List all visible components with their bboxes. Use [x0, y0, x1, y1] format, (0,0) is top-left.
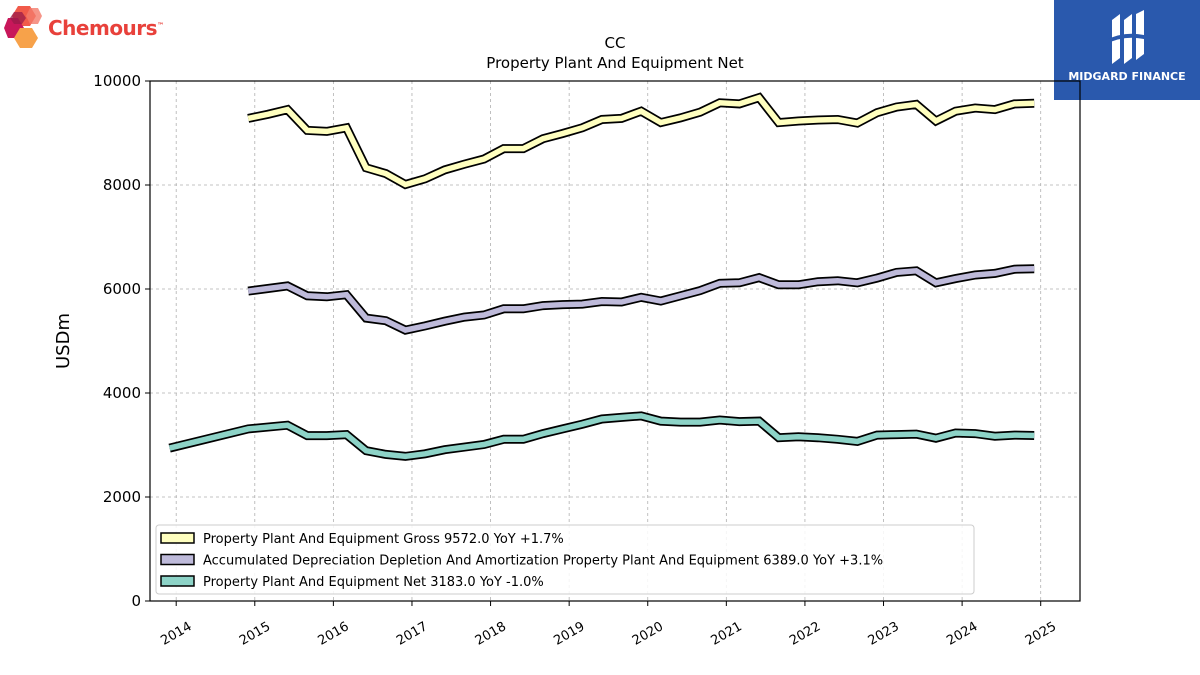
x-tick-label: 2023: [866, 619, 902, 649]
series-line-1: [247, 266, 1035, 333]
grid-lines: [150, 80, 1080, 602]
x-tick-label: 2022: [787, 619, 823, 649]
x-axis: 2014 2015 2016 2017 2018 2019 2020 2021 2022 2023…: [158, 601, 1059, 649]
y-axis: 0 2000 4000 6000 8000 10000: [93, 72, 150, 610]
chemours-logo: Chemours™: [4, 4, 164, 50]
x-tick-label: 2017: [394, 619, 430, 649]
y-tick-label: 6000: [103, 280, 141, 298]
midgard-finance-logo-text: MIDGARD FINANCE: [1068, 70, 1186, 83]
legend-swatch-2: [160, 575, 195, 587]
chart-title: CC: [605, 34, 626, 52]
x-tick-label: 2018: [473, 619, 509, 649]
legend-swatch-1: [160, 553, 195, 566]
legend-label-0: Property Plant And Equipment Gross 9572.…: [203, 532, 564, 547]
legend-box: [155, 524, 975, 595]
legend-label-2: Property Plant And Equipment Net 3183.0 …: [203, 575, 544, 590]
chart-subtitle: Property Plant And Equipment Net: [486, 54, 743, 72]
chemours-logo-icon: [4, 6, 42, 48]
x-tick-label: 2014: [158, 619, 194, 649]
x-tick-label: 2024: [944, 619, 980, 649]
midgard-finance-logo-icon: [1106, 10, 1148, 64]
x-tick-label: 2021: [709, 619, 745, 649]
x-tick-label: 2019: [551, 619, 587, 649]
x-tick-label: 2015: [237, 619, 273, 649]
midgard-finance-logo: MIDGARD FINANCE: [1054, 0, 1200, 100]
legend-swatch-0: [160, 532, 195, 544]
x-tick-label: 2020: [630, 619, 666, 649]
y-tick-label: 10000: [93, 72, 141, 90]
series-layer: [168, 92, 1035, 461]
y-axis-label: USDm: [53, 313, 74, 369]
y-tick-label: 2000: [103, 488, 141, 506]
series-line-2: [168, 413, 1035, 460]
series-line-0: [247, 94, 1035, 188]
plot-frame: [149, 80, 1081, 602]
legend-label-1: Accumulated Depreciation Depletion And A…: [203, 554, 883, 569]
y-tick-label: 8000: [103, 176, 141, 194]
legend: Property Plant And Equipment Gross 9572.…: [155, 524, 975, 595]
y-tick-label: 4000: [103, 384, 141, 402]
y-tick-label: 0: [131, 592, 141, 610]
x-tick-label: 2016: [316, 619, 352, 649]
chemours-logo-text: Chemours™: [48, 16, 164, 40]
x-tick-label: 2025: [1023, 619, 1059, 649]
